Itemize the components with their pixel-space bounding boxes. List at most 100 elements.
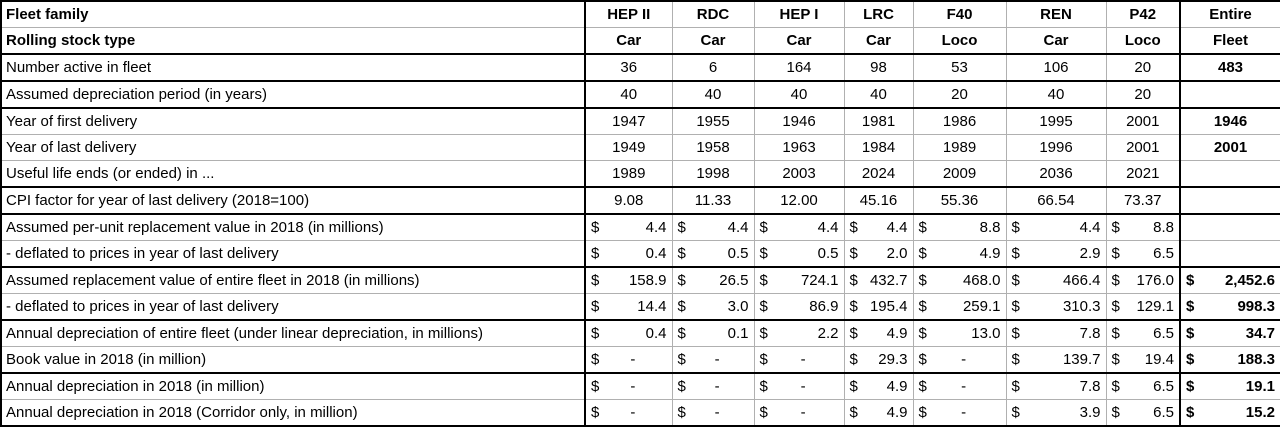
amount: 195.4	[869, 298, 908, 315]
total-cell: 1946	[1179, 107, 1280, 135]
value-cell: 1955	[671, 107, 755, 135]
value-cell: $432.7	[843, 266, 914, 294]
amount: 0.4	[645, 325, 667, 342]
total-cell: 483	[1179, 53, 1280, 82]
amount: 8.8	[979, 219, 1001, 236]
col-header-family-total: Entire	[1179, 0, 1280, 28]
amount: 4.4	[1079, 219, 1101, 236]
value-cell: $14.4	[584, 293, 673, 321]
value-cell: $0.1	[671, 319, 755, 347]
row-cpi-factor: CPI factor for year of last delivery (20…	[0, 186, 1280, 215]
value-cell: $466.4	[1005, 266, 1107, 294]
value-cell: $158.9	[584, 266, 673, 294]
col-header-type: Car	[671, 27, 755, 55]
value-cell: 1946	[753, 107, 845, 135]
currency-symbol: $	[1111, 298, 1120, 315]
amount: 466.4	[1062, 272, 1101, 289]
value-cell: $4.4	[843, 213, 914, 241]
currency-symbol: $	[677, 351, 686, 368]
currency-symbol: $	[759, 378, 768, 395]
currency-symbol: $	[677, 245, 686, 262]
value-cell: 2001	[1105, 134, 1181, 161]
amount: 139.7	[1062, 351, 1101, 368]
currency-symbol: $	[1011, 272, 1020, 289]
value-cell: $139.7	[1005, 346, 1107, 374]
value-cell: 20	[1105, 80, 1181, 109]
value-cell: 45.16	[843, 186, 914, 215]
row-label: - deflated to prices in year of last del…	[0, 293, 586, 321]
currency-symbol: $	[1011, 351, 1020, 368]
value-cell: $724.1	[753, 266, 845, 294]
value-cell: $259.1	[912, 293, 1007, 321]
value-cell: 1947	[584, 107, 673, 135]
amount: -	[630, 351, 636, 368]
value-cell: 40	[843, 80, 914, 109]
currency-symbol: $	[759, 219, 768, 236]
value-cell: $8.8	[1105, 213, 1181, 241]
amount: 0.1	[727, 325, 749, 342]
currency-symbol: $	[759, 245, 768, 262]
amount: 2.2	[817, 325, 839, 342]
row-first-delivery: Year of first delivery 1947 1955 1946 19…	[0, 107, 1280, 135]
value-cell: 2003	[753, 160, 845, 188]
value-cell: 1958	[671, 134, 755, 161]
value-cell: $ -	[584, 346, 673, 374]
value-cell: $176.0	[1105, 266, 1181, 294]
currency-symbol: $	[1186, 378, 1195, 395]
currency-symbol: $	[918, 219, 927, 236]
currency-symbol: $	[1011, 325, 1020, 342]
total-cell	[1179, 160, 1280, 188]
value-cell: 53	[912, 53, 1007, 82]
value-cell: 106	[1005, 53, 1107, 82]
value-cell: $4.9	[843, 319, 914, 347]
currency-symbol: $	[918, 325, 927, 342]
amount: 4.4	[886, 219, 908, 236]
value-cell: 2024	[843, 160, 914, 188]
row-header-type: Rolling stock type Car Car Car Car Loco …	[0, 27, 1280, 55]
value-cell: $2.2	[753, 319, 845, 347]
currency-symbol: $	[1186, 351, 1195, 368]
row-number-active: Number active in fleet 36 6 164 98 53 10…	[0, 53, 1280, 82]
total-cell: $15.2	[1179, 399, 1280, 427]
value-cell: 20	[1105, 53, 1181, 82]
currency-symbol: $	[759, 325, 768, 342]
value-cell: $8.8	[912, 213, 1007, 241]
currency-symbol: $	[677, 298, 686, 315]
value-cell: $4.4	[753, 213, 845, 241]
value-cell: 1998	[671, 160, 755, 188]
col-header-type: Car	[753, 27, 845, 55]
value-cell: 9.08	[584, 186, 673, 215]
amount: 19.1	[1245, 378, 1275, 395]
value-cell: $129.1	[1105, 293, 1181, 321]
currency-symbol: $	[677, 219, 686, 236]
row-label: Number active in fleet	[0, 53, 586, 82]
amount: -	[714, 378, 720, 395]
col-header-type: Car	[843, 27, 914, 55]
value-cell: $0.4	[584, 240, 673, 268]
amount: 0.4	[645, 245, 667, 262]
header-fleet-family-label: Fleet family	[0, 0, 586, 28]
col-header-family: HEP II	[584, 0, 673, 28]
currency-symbol: $	[849, 219, 858, 236]
value-cell: 164	[753, 53, 845, 82]
amount: 6.5	[1153, 245, 1174, 262]
value-cell: $3.9	[1005, 399, 1107, 427]
col-header-family: HEP I	[753, 0, 845, 28]
value-cell: 2001	[1105, 107, 1181, 135]
currency-symbol: $	[849, 378, 858, 395]
currency-symbol: $	[591, 325, 600, 342]
amount: 4.9	[979, 245, 1001, 262]
col-header-type: Loco	[912, 27, 1007, 55]
amount: 158.9	[628, 272, 667, 289]
value-cell: $4.4	[1005, 213, 1107, 241]
value-cell: $0.5	[753, 240, 845, 268]
value-cell: $4.4	[584, 213, 673, 241]
row-fleet-value-deflated: - deflated to prices in year of last del…	[0, 293, 1280, 321]
row-header-family: Fleet family HEP II RDC HEP I LRC F40 RE…	[0, 0, 1280, 28]
currency-symbol: $	[849, 272, 858, 289]
value-cell: 40	[1005, 80, 1107, 109]
value-cell: 73.37	[1105, 186, 1181, 215]
value-cell: 1996	[1005, 134, 1107, 161]
value-cell: $4.9	[912, 240, 1007, 268]
